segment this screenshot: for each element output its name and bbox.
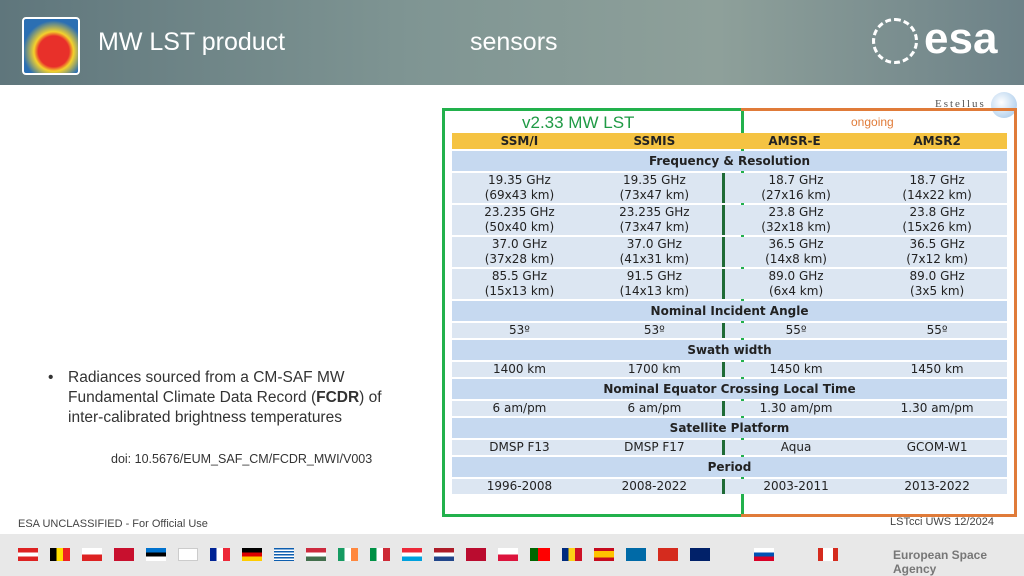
table-row: 85.5 GHz (15x13 km) 91.5 GHz (14x13 km) 89… — [452, 269, 1007, 299]
table-cell: 19.35 GHz (69x43 km) — [452, 173, 587, 203]
table-cell: 85.5 GHz (15x13 km) — [452, 269, 587, 299]
table-cell: 36.5 GHz (14x8 km) — [721, 237, 868, 267]
table-cell: 19.35 GHz (73x47 km) — [586, 173, 722, 203]
table-row: Nominal Equator Crossing Local Time — [452, 379, 1007, 399]
table-cell: DMSP F13 — [452, 440, 587, 455]
table-row: Satellite Platform — [452, 418, 1007, 438]
column-header: AMSR-E — [721, 133, 868, 149]
bullet-bold: FCDR — [316, 389, 360, 406]
table-row: Period — [452, 457, 1007, 477]
table-row: 23.235 GHz (50x40 km) 23.235 GHz (73x47 k… — [452, 205, 1007, 235]
table-cell: GCOM-W1 — [867, 440, 1007, 455]
partner-globe — [991, 92, 1017, 118]
esa-emblem — [872, 18, 918, 64]
table-cell: 37.0 GHz (37x28 km) — [452, 237, 587, 267]
partner-logo: Estellus — [935, 98, 986, 110]
esa-logo: esa — [924, 14, 998, 63]
table-row: 53º 53º 55º 55º — [452, 323, 1007, 338]
bullet: • Radiances sourced from a CM-SAF MW Fun… — [48, 369, 382, 426]
group-label: v2.33 MW LST — [522, 113, 635, 132]
table-cell: 1450 km — [867, 362, 1007, 377]
table-cell: 23.8 GHz (15x26 km) — [867, 205, 1007, 235]
agency: European Space Agency — [893, 548, 988, 576]
table-cell: 6 am/pm — [586, 401, 722, 416]
table-row: Nominal Incident Angle — [452, 301, 1007, 321]
section-header: Nominal Equator Crossing Local Time — [452, 379, 1007, 399]
table-row: 1996-2008 2008-2022 2003-2011 2013-2022 — [452, 479, 1007, 494]
table-row: Frequency & Resolution — [452, 151, 1007, 171]
table-cell: DMSP F17 — [586, 440, 722, 455]
bullet-text: Radiances sourced from a CM-SAF MW Funda… — [68, 369, 345, 406]
table-row: 6 am/pm 6 am/pm 1.30 am/pm 1.30 am/pm — [452, 401, 1007, 416]
flags — [18, 548, 838, 561]
section-header: Frequency & Resolution — [452, 151, 1007, 171]
table-row: 19.35 GHz (69x43 km) 19.35 GHz (73x47 km)… — [452, 173, 1007, 203]
table-cell: 23.8 GHz (32x18 km) — [721, 205, 868, 235]
table-row: 37.0 GHz (37x28 km) 37.0 GHz (41x31 km) 36… — [452, 237, 1007, 267]
table-cell: 91.5 GHz (14x13 km) — [586, 269, 722, 299]
table-cell: 23.235 GHz (73x47 km) — [586, 205, 722, 235]
subtitle: sensors — [470, 28, 558, 56]
table-cell: 53º — [586, 323, 722, 338]
doi: doi: 10.5676/EUM_SAF_CM/FCDR_MWI/V003 — [111, 452, 373, 466]
sensor-table: SSM/I SSMIS AMSR-E AMSR2 Frequency & Resolut… — [452, 131, 1007, 496]
table-cell: 18.7 GHz (14x22 km) — [867, 173, 1007, 203]
table-cell: 1700 km — [586, 362, 722, 377]
section-header: Period — [452, 457, 1007, 477]
table-cell: 55º — [867, 323, 1007, 338]
table-cell: 1.30 am/pm — [867, 401, 1007, 416]
table-cell: 1450 km — [721, 362, 868, 377]
section-header: Nominal Incident Angle — [452, 301, 1007, 321]
table-cell: 1.30 am/pm — [721, 401, 868, 416]
header-banner — [0, 0, 1024, 85]
table-cell: Aqua — [721, 440, 868, 455]
table-cell: 55º — [721, 323, 868, 338]
column-header: SSM/I — [452, 133, 587, 149]
table-cell: 37.0 GHz (41x31 km) — [586, 237, 722, 267]
table-cell: 2008-2022 — [586, 479, 722, 494]
table-cell: 89.0 GHz (3x5 km) — [867, 269, 1007, 299]
table-cell: 2003-2011 — [721, 479, 868, 494]
table-cell: 89.0 GHz (6x4 km) — [721, 269, 868, 299]
table-cell: 6 am/pm — [452, 401, 587, 416]
product-icon — [22, 17, 80, 75]
table-row: Swath width — [452, 340, 1007, 360]
table-row: 1400 km 1700 km 1450 km 1450 km — [452, 362, 1007, 377]
table-cell: 1996-2008 — [452, 479, 587, 494]
table-cell: 53º — [452, 323, 587, 338]
table-cell: 1400 km — [452, 362, 587, 377]
table-cell: 23.235 GHz (50x40 km) — [452, 205, 587, 235]
bullet-text: ) of inter-calibrated brightness tempera… — [68, 389, 382, 426]
table-cell: 18.7 GHz (27x16 km) — [721, 173, 868, 203]
section-header: Satellite Platform — [452, 418, 1007, 438]
event: LSTcci UWS 12/2024 — [890, 516, 994, 528]
table-row: DMSP F13 DMSP F17 Aqua GCOM-W1 — [452, 440, 1007, 455]
column-header: AMSR2 — [867, 133, 1007, 149]
ongoing-box — [741, 108, 1017, 517]
title: MW LST product — [98, 28, 286, 56]
classification: ESA UNCLASSIFIED - For Official Use — [18, 518, 208, 530]
table-cell: 2013-2022 — [867, 479, 1007, 494]
section-header: Swath width — [452, 340, 1007, 360]
column-header: SSMIS — [586, 133, 722, 149]
table-cell: 36.5 GHz (7x12 km) — [867, 237, 1007, 267]
ongoing-label: ongoing — [851, 115, 894, 129]
